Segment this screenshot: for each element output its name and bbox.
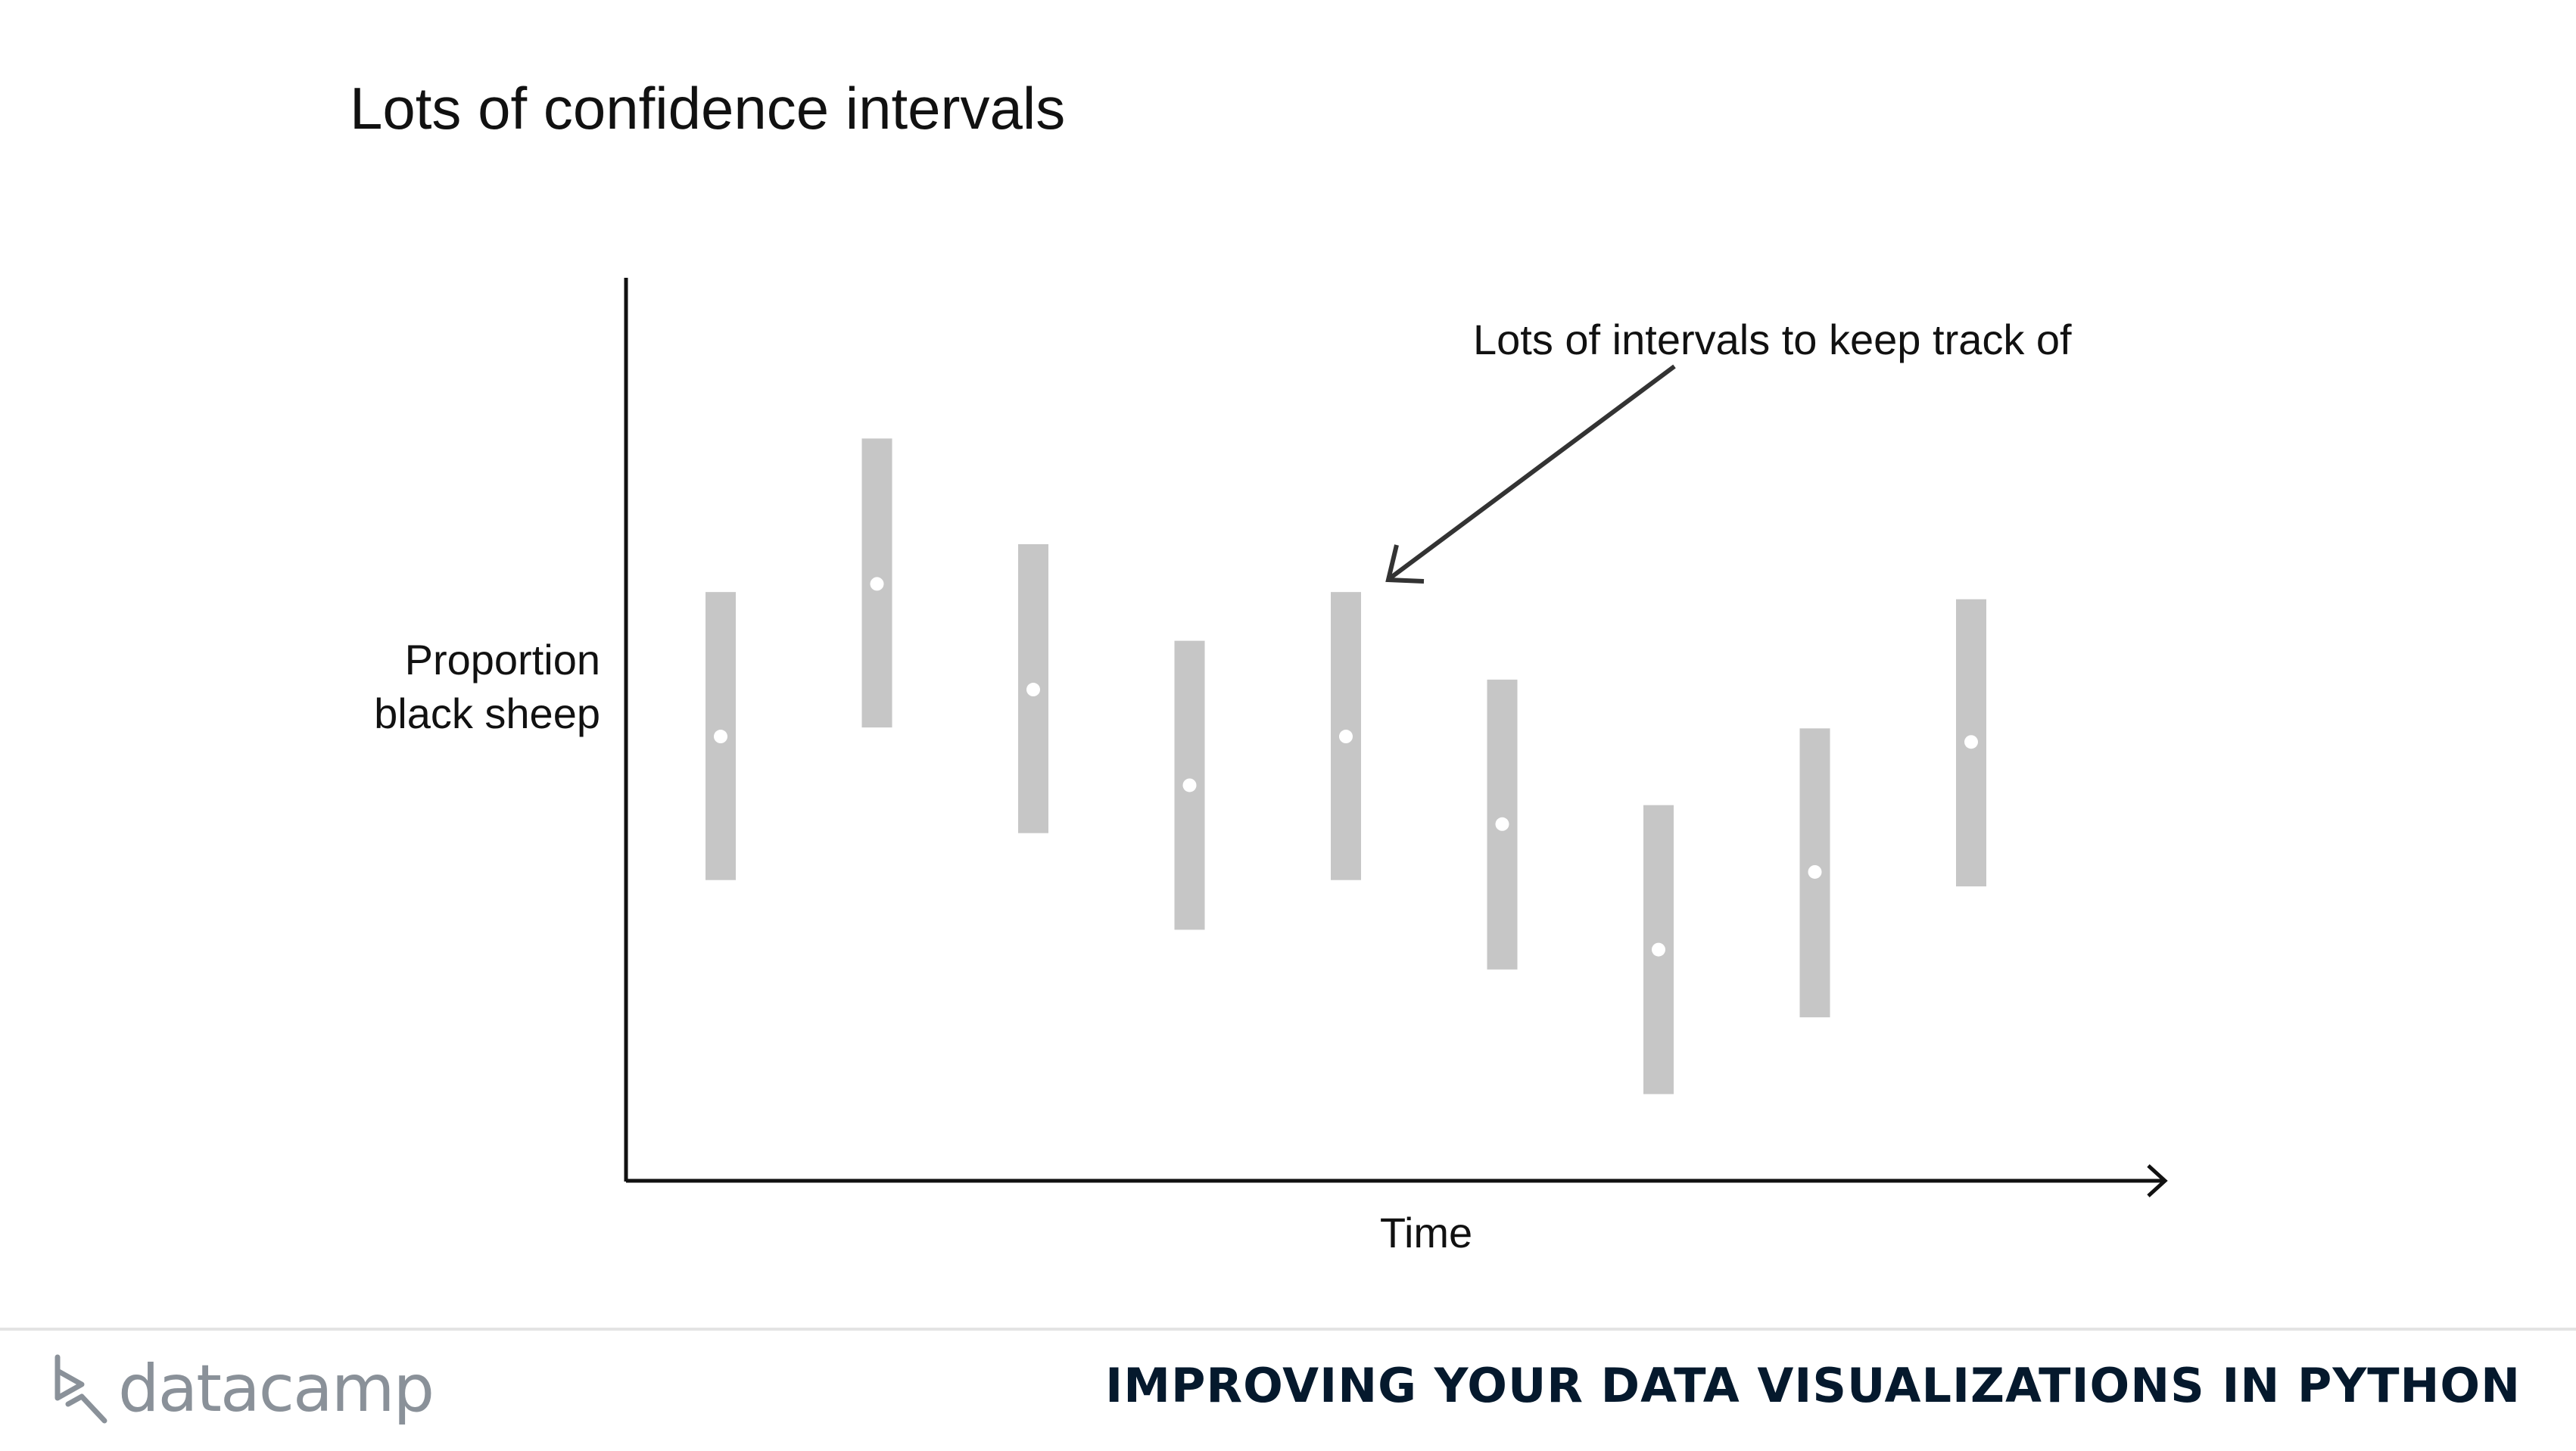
point-estimate bbox=[1182, 778, 1197, 792]
y-axis-label-line-2: black sheep bbox=[374, 690, 600, 737]
point-estimate bbox=[870, 577, 884, 591]
x-axis-arrowhead bbox=[2147, 1164, 2168, 1197]
footer-divider bbox=[0, 1328, 2576, 1331]
point-estimate bbox=[714, 730, 727, 744]
annotation-text: Lots of intervals to keep track of bbox=[1473, 316, 2072, 363]
point-estimate bbox=[1026, 683, 1040, 697]
y-axis-label-line-1: Proportion bbox=[405, 636, 600, 683]
datacamp-logo-icon bbox=[55, 1354, 107, 1424]
annotation-arrow-shaft bbox=[1388, 364, 1676, 581]
slide-title: Lots of confidence intervals bbox=[350, 75, 1066, 142]
point-estimate bbox=[1964, 735, 1978, 749]
intervals-layer bbox=[706, 438, 1986, 1094]
point-estimate bbox=[1339, 730, 1353, 744]
x-axis-label: Time bbox=[1380, 1209, 1472, 1256]
point-estimate bbox=[1652, 942, 1665, 957]
point-estimate bbox=[1495, 817, 1509, 831]
course-name: IMPROVING YOUR DATA VISUALIZATIONS IN PY… bbox=[1105, 1358, 2521, 1413]
point-estimate bbox=[1808, 864, 1822, 879]
datacamp-logo: datacamp bbox=[51, 1347, 435, 1431]
datacamp-logo-text: datacamp bbox=[118, 1351, 435, 1427]
annotation-arrow-head bbox=[1385, 544, 1425, 584]
